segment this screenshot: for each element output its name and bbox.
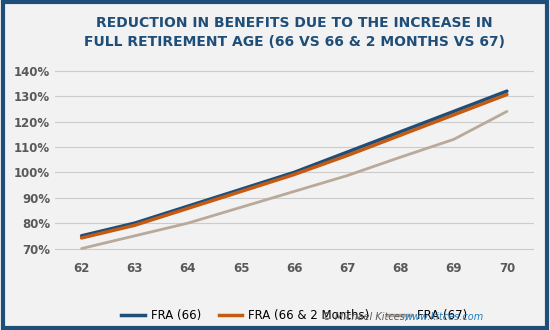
FRA (66 & 2 Months) — [291, 173, 298, 177]
FRA (66) — [78, 234, 85, 238]
FRA (66) — [504, 89, 510, 93]
Line: FRA (66 & 2 Months): FRA (66 & 2 Months) — [81, 94, 507, 238]
FRA (67) — [450, 137, 457, 141]
FRA (67) — [185, 221, 191, 225]
Line: FRA (66): FRA (66) — [81, 91, 507, 236]
FRA (66 & 2 Months) — [238, 189, 244, 193]
Legend: FRA (66), FRA (66 & 2 Months), FRA (67): FRA (66), FRA (66 & 2 Months), FRA (67) — [117, 304, 472, 327]
FRA (66) — [344, 150, 351, 154]
FRA (66) — [397, 130, 404, 134]
Line: FRA (67): FRA (67) — [81, 112, 507, 248]
FRA (66) — [185, 204, 191, 208]
FRA (67) — [504, 110, 510, 114]
FRA (66) — [450, 110, 457, 114]
FRA (67) — [397, 155, 404, 159]
FRA (66 & 2 Months) — [185, 206, 191, 210]
FRA (67) — [131, 234, 138, 238]
FRA (66 & 2 Months) — [78, 236, 85, 240]
Text: www.kitces.com: www.kitces.com — [404, 312, 483, 322]
FRA (66) — [238, 187, 244, 191]
Text: © Michael Kitces,: © Michael Kitces, — [322, 312, 411, 322]
FRA (66 & 2 Months) — [131, 223, 138, 227]
FRA (66) — [131, 221, 138, 225]
FRA (67) — [238, 205, 244, 209]
Title: REDUCTION IN BENEFITS DUE TO THE INCREASE IN
FULL RETIREMENT AGE (66 VS 66 & 2 M: REDUCTION IN BENEFITS DUE TO THE INCREAS… — [84, 16, 505, 49]
FRA (66) — [291, 170, 298, 174]
FRA (66 & 2 Months) — [344, 153, 351, 157]
FRA (66 & 2 Months) — [397, 133, 404, 137]
FRA (67) — [78, 247, 85, 250]
FRA (67) — [291, 189, 298, 193]
FRA (66 & 2 Months) — [450, 113, 457, 117]
FRA (66 & 2 Months) — [504, 92, 510, 96]
FRA (67) — [344, 174, 351, 178]
